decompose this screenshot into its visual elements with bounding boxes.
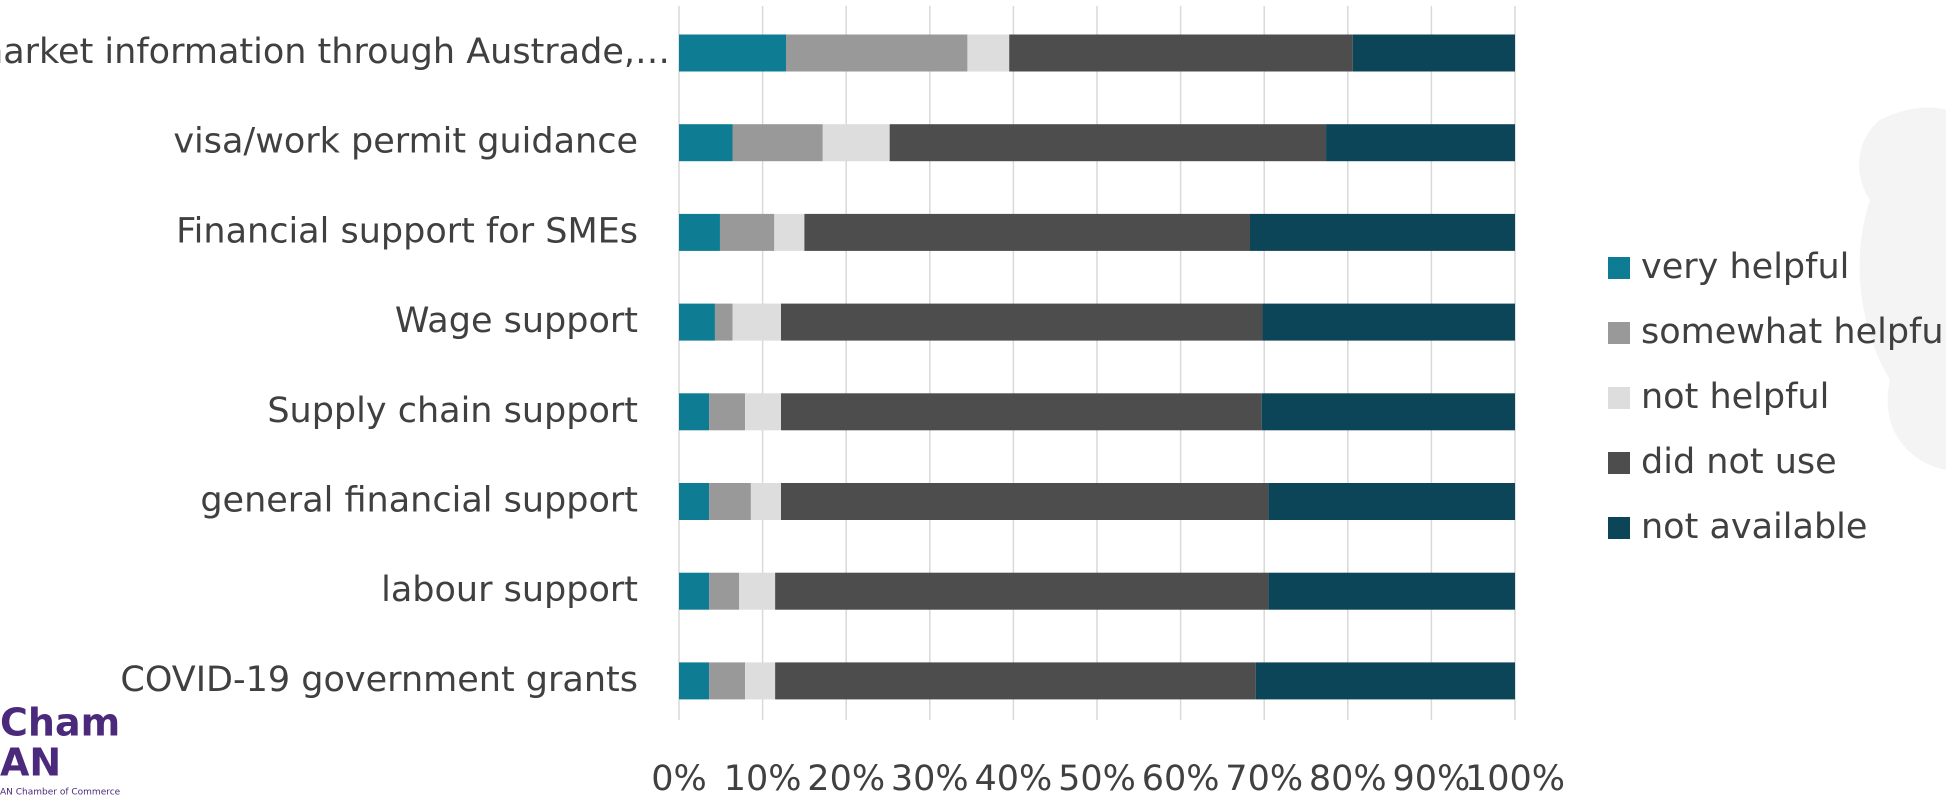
bar-segment bbox=[679, 124, 733, 162]
bar-segment bbox=[679, 572, 710, 610]
bar-segment bbox=[719, 213, 775, 251]
bar-segment bbox=[679, 393, 710, 431]
x-tick-label: 100% bbox=[1465, 759, 1565, 798]
y-tick-label: labour support bbox=[381, 570, 638, 610]
y-tick-label: market information through Austrade,… bbox=[0, 32, 670, 72]
bar-segment bbox=[775, 572, 1269, 610]
legend-swatch bbox=[1608, 452, 1630, 474]
bar-segment bbox=[967, 34, 1010, 72]
bar-segment bbox=[786, 34, 968, 72]
bar-segment bbox=[780, 393, 1262, 431]
legend-swatch bbox=[1608, 322, 1630, 344]
bar-segment bbox=[780, 303, 1263, 341]
bar-segment bbox=[679, 303, 715, 341]
legend-label: somewhat helpful bbox=[1641, 312, 1946, 352]
bar-segment bbox=[732, 303, 781, 341]
bar-segment bbox=[780, 483, 1269, 520]
bar-segment bbox=[679, 213, 720, 251]
bar-segment bbox=[822, 124, 890, 162]
x-tick-label: 90% bbox=[1393, 759, 1471, 798]
bar-segment bbox=[1249, 213, 1515, 251]
legend-label: very helpful bbox=[1641, 247, 1849, 287]
bar-segment bbox=[714, 303, 733, 341]
y-tick-label: Supply chain support bbox=[267, 391, 638, 431]
x-tick-label: 40% bbox=[975, 759, 1053, 798]
logo-text: AN Chamber of Commerce bbox=[0, 788, 121, 798]
bar-segment bbox=[1326, 124, 1515, 162]
logo-line: AN bbox=[0, 741, 61, 785]
bar-segment bbox=[679, 34, 787, 72]
y-tick-label: COVID-19 government grants bbox=[120, 660, 638, 700]
legend-label: not available bbox=[1641, 507, 1867, 547]
x-tick-label: 70% bbox=[1225, 759, 1303, 798]
y-tick-label: general financial support bbox=[200, 481, 638, 521]
bar-segment bbox=[804, 213, 1250, 251]
bar-segment bbox=[709, 662, 746, 700]
bar-segment bbox=[709, 572, 740, 610]
bar-segment bbox=[739, 572, 776, 610]
x-tick-label: 50% bbox=[1058, 759, 1136, 798]
legend-label: not helpful bbox=[1641, 377, 1829, 417]
x-tick-label: 30% bbox=[891, 759, 969, 798]
bar-segment bbox=[1255, 662, 1515, 700]
y-tick-label: visa/work permit guidance bbox=[173, 122, 638, 162]
bar-segment bbox=[745, 662, 776, 700]
bar-segment bbox=[1352, 34, 1515, 72]
legend-swatch bbox=[1608, 387, 1630, 409]
logo-line: Cham bbox=[0, 701, 120, 745]
bar-segment bbox=[709, 483, 751, 520]
legend-label: did not use bbox=[1641, 442, 1837, 482]
y-tick-label: Financial support for SMEs bbox=[176, 211, 638, 251]
bar-segment bbox=[775, 662, 1256, 700]
bar-segment bbox=[1009, 34, 1353, 72]
bar-segment bbox=[709, 393, 746, 431]
bar-segment bbox=[679, 662, 710, 700]
x-tick-label: 20% bbox=[807, 759, 885, 798]
legend-swatch bbox=[1608, 257, 1630, 279]
x-tick-label: 80% bbox=[1309, 759, 1387, 798]
bar-segment bbox=[732, 124, 823, 162]
legend-swatch bbox=[1608, 517, 1630, 539]
bar-segment bbox=[889, 124, 1327, 162]
x-tick-label: 10% bbox=[724, 759, 802, 798]
bar-segment bbox=[679, 483, 710, 520]
bar-segment bbox=[1268, 572, 1515, 610]
x-tick-label: 60% bbox=[1142, 759, 1220, 798]
bar-segment bbox=[745, 393, 781, 431]
x-tick-label: 0% bbox=[651, 759, 707, 798]
bar-segment bbox=[774, 213, 805, 251]
y-tick-label: Wage support bbox=[395, 301, 638, 341]
bar-segment bbox=[1262, 303, 1515, 341]
background-silhouette bbox=[1859, 107, 1946, 470]
bar-segment bbox=[1261, 393, 1515, 431]
bar-segment bbox=[1268, 483, 1515, 520]
bar-segment bbox=[750, 483, 781, 520]
